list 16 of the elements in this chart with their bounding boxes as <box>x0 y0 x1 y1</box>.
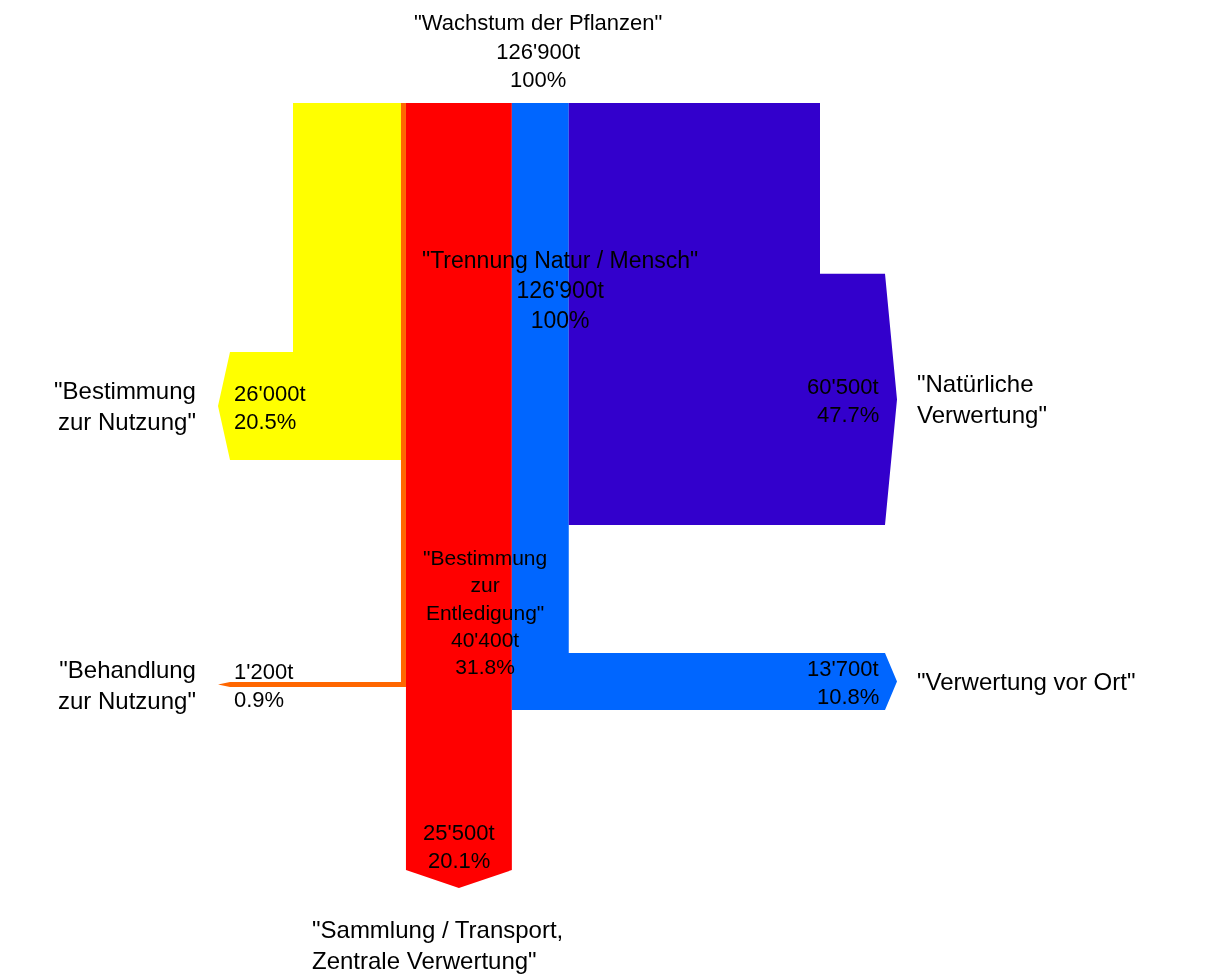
category-label: "Natürliche Verwertung" <box>917 370 1047 429</box>
data-label: 1'200t <box>234 659 294 684</box>
text: 47.7% <box>817 402 880 427</box>
category-label: "Sammlung / Transport, Zentrale Verwertung" <box>312 916 564 975</box>
category-label: "Bestimmung zur Nutzung" <box>54 377 196 436</box>
text: 20.5% <box>234 409 297 434</box>
text: 0.9% <box>234 687 285 712</box>
data-label: 25'500t <box>423 820 495 845</box>
text: "Wachstum der Pflanzen" 126'900t 100% <box>414 10 663 93</box>
data-label: 26'000t <box>234 381 306 406</box>
text: 20.1% <box>428 848 491 873</box>
data-label: 13'700t <box>807 656 879 681</box>
data-label: 60'500t <box>807 374 879 399</box>
text: 10.8% <box>817 684 880 709</box>
category-label: "Verwertung vor Ort" <box>917 668 1136 695</box>
category-label: "Behandlung zur Nutzung" <box>58 656 196 715</box>
